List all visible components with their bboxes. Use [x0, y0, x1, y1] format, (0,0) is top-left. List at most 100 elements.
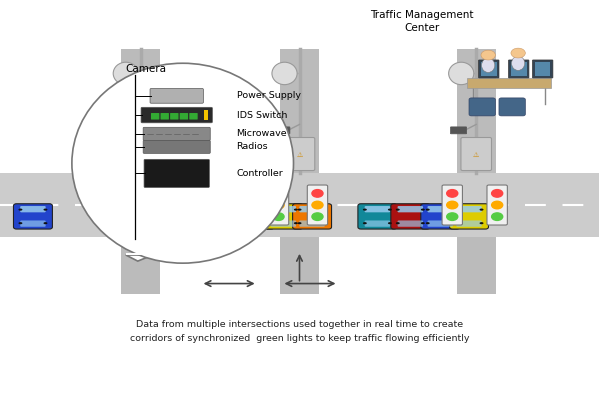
- Ellipse shape: [272, 62, 297, 85]
- Ellipse shape: [421, 222, 425, 224]
- FancyBboxPatch shape: [115, 127, 131, 134]
- Text: ⚠: ⚠: [138, 152, 144, 158]
- Circle shape: [153, 201, 164, 209]
- Ellipse shape: [294, 222, 298, 224]
- FancyBboxPatch shape: [144, 160, 210, 188]
- FancyBboxPatch shape: [449, 204, 489, 229]
- FancyBboxPatch shape: [511, 62, 527, 76]
- Ellipse shape: [199, 208, 203, 211]
- Circle shape: [447, 201, 458, 209]
- Ellipse shape: [265, 222, 269, 224]
- Circle shape: [511, 48, 525, 58]
- Circle shape: [273, 190, 284, 197]
- Ellipse shape: [265, 208, 269, 211]
- Ellipse shape: [269, 222, 273, 224]
- Circle shape: [273, 201, 284, 209]
- FancyBboxPatch shape: [20, 206, 46, 212]
- Text: Microwave: Microwave: [237, 129, 288, 138]
- FancyBboxPatch shape: [271, 220, 296, 227]
- FancyBboxPatch shape: [204, 110, 208, 120]
- Ellipse shape: [240, 208, 244, 211]
- Ellipse shape: [44, 222, 47, 224]
- FancyBboxPatch shape: [268, 185, 289, 225]
- Bar: [280, 49, 319, 294]
- FancyBboxPatch shape: [469, 98, 495, 116]
- FancyBboxPatch shape: [212, 206, 237, 212]
- Ellipse shape: [363, 208, 367, 211]
- FancyBboxPatch shape: [161, 113, 169, 120]
- Ellipse shape: [451, 222, 455, 224]
- Ellipse shape: [19, 208, 22, 211]
- FancyBboxPatch shape: [481, 62, 497, 76]
- FancyBboxPatch shape: [205, 204, 244, 229]
- FancyBboxPatch shape: [300, 206, 325, 212]
- Ellipse shape: [298, 208, 301, 211]
- Ellipse shape: [113, 62, 138, 85]
- Text: ⚠: ⚠: [473, 152, 479, 158]
- FancyBboxPatch shape: [499, 98, 525, 116]
- Ellipse shape: [388, 222, 392, 224]
- FancyBboxPatch shape: [107, 185, 127, 225]
- Circle shape: [492, 201, 503, 209]
- Circle shape: [111, 190, 122, 197]
- Bar: [457, 49, 496, 294]
- FancyBboxPatch shape: [189, 113, 198, 120]
- FancyBboxPatch shape: [274, 127, 290, 134]
- FancyBboxPatch shape: [479, 60, 499, 78]
- FancyBboxPatch shape: [180, 113, 188, 120]
- Circle shape: [111, 213, 122, 220]
- FancyBboxPatch shape: [461, 137, 492, 171]
- FancyBboxPatch shape: [242, 220, 267, 227]
- Ellipse shape: [455, 208, 458, 211]
- FancyBboxPatch shape: [235, 204, 274, 229]
- Ellipse shape: [421, 208, 425, 211]
- FancyBboxPatch shape: [170, 113, 179, 120]
- FancyBboxPatch shape: [456, 206, 482, 212]
- FancyBboxPatch shape: [398, 206, 423, 212]
- Ellipse shape: [426, 222, 429, 224]
- Circle shape: [111, 201, 122, 209]
- FancyBboxPatch shape: [428, 206, 453, 212]
- FancyBboxPatch shape: [442, 185, 462, 225]
- FancyBboxPatch shape: [242, 206, 267, 212]
- FancyBboxPatch shape: [143, 140, 210, 153]
- Ellipse shape: [210, 208, 214, 211]
- Ellipse shape: [482, 58, 495, 72]
- Ellipse shape: [451, 208, 455, 211]
- Text: Camera: Camera: [126, 64, 167, 74]
- Ellipse shape: [480, 222, 483, 224]
- Ellipse shape: [199, 222, 203, 224]
- FancyBboxPatch shape: [509, 60, 529, 78]
- Circle shape: [481, 50, 495, 60]
- FancyBboxPatch shape: [292, 204, 332, 229]
- FancyBboxPatch shape: [126, 137, 156, 171]
- Circle shape: [447, 213, 458, 220]
- Ellipse shape: [240, 222, 244, 224]
- Circle shape: [153, 190, 164, 197]
- FancyBboxPatch shape: [212, 220, 237, 227]
- FancyBboxPatch shape: [307, 185, 328, 225]
- Ellipse shape: [396, 222, 400, 224]
- Ellipse shape: [235, 222, 239, 224]
- Text: ⚠: ⚠: [297, 152, 302, 158]
- FancyBboxPatch shape: [450, 127, 467, 134]
- FancyBboxPatch shape: [149, 185, 169, 225]
- Ellipse shape: [174, 222, 178, 224]
- Polygon shape: [126, 255, 153, 261]
- Polygon shape: [126, 253, 153, 255]
- Circle shape: [273, 213, 284, 220]
- FancyBboxPatch shape: [169, 204, 208, 229]
- FancyBboxPatch shape: [13, 204, 53, 229]
- Ellipse shape: [426, 208, 429, 211]
- Ellipse shape: [298, 222, 301, 224]
- FancyBboxPatch shape: [533, 60, 553, 78]
- FancyBboxPatch shape: [151, 113, 159, 120]
- Ellipse shape: [323, 208, 326, 211]
- FancyBboxPatch shape: [271, 206, 296, 212]
- Text: Controller: Controller: [237, 169, 283, 178]
- Text: IDS Switch: IDS Switch: [237, 111, 287, 120]
- Ellipse shape: [19, 222, 22, 224]
- Text: Radios: Radios: [237, 142, 268, 151]
- Ellipse shape: [269, 208, 273, 211]
- Ellipse shape: [72, 63, 294, 263]
